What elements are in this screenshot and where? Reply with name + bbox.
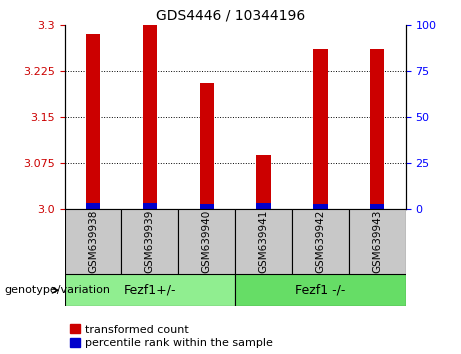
Legend: transformed count, percentile rank within the sample: transformed count, percentile rank withi… <box>70 324 272 348</box>
Bar <box>86 203 100 209</box>
Bar <box>370 49 384 209</box>
Bar <box>292 209 349 274</box>
Text: Fezf1 -/-: Fezf1 -/- <box>295 284 346 297</box>
Bar <box>313 49 327 209</box>
Bar <box>65 274 235 306</box>
Text: GSM639940: GSM639940 <box>201 210 212 273</box>
Text: GSM639938: GSM639938 <box>88 210 98 273</box>
Text: GSM639939: GSM639939 <box>145 210 155 273</box>
Bar <box>349 209 406 274</box>
Bar <box>235 274 406 306</box>
Bar <box>370 204 384 209</box>
Bar <box>200 83 214 209</box>
Text: genotype/variation: genotype/variation <box>5 285 111 295</box>
Text: GDS4446 / 10344196: GDS4446 / 10344196 <box>156 9 305 23</box>
Text: GSM639943: GSM639943 <box>372 210 382 273</box>
Bar <box>86 34 100 209</box>
Bar <box>313 204 327 209</box>
Text: GSM639942: GSM639942 <box>315 210 325 273</box>
Bar <box>256 203 271 209</box>
Bar <box>143 25 157 209</box>
Bar <box>235 209 292 274</box>
Bar <box>121 209 178 274</box>
Bar <box>256 155 271 209</box>
Bar <box>178 209 235 274</box>
Bar <box>200 204 214 209</box>
Bar <box>65 209 121 274</box>
Text: Fezf1+/-: Fezf1+/- <box>124 284 176 297</box>
Bar <box>143 203 157 209</box>
Text: GSM639941: GSM639941 <box>259 210 269 273</box>
